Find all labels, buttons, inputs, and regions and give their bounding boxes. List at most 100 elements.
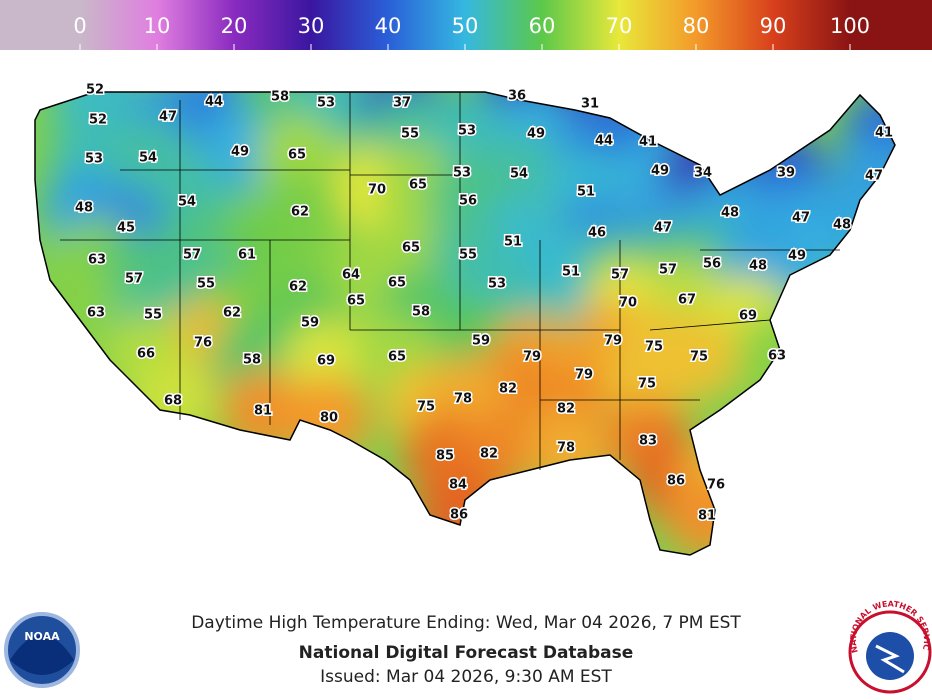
caption-source: National Digital Forecast Database <box>299 643 634 663</box>
legend-tick-label: 0 <box>73 14 86 38</box>
legend-tick-label: 70 <box>606 14 633 38</box>
temperature-reading: 86 <box>667 474 685 489</box>
temperature-reading: 86 <box>450 508 468 523</box>
temperature-reading: 80 <box>320 411 338 426</box>
temperature-reading: 67 <box>678 293 696 308</box>
temperature-reading: 82 <box>480 447 498 462</box>
temperature-reading: 70 <box>619 296 637 311</box>
temperature-reading: 49 <box>651 164 669 179</box>
temperature-reading: 54 <box>510 167 528 182</box>
temperature-reading: 46 <box>588 226 606 241</box>
state-lines <box>60 92 840 470</box>
temperature-reading: 62 <box>291 205 309 220</box>
noaa-logo: NOAA <box>4 612 80 688</box>
temperature-reading: 48 <box>721 206 739 221</box>
temperature-reading: 44 <box>595 134 613 149</box>
temperature-reading: 57 <box>125 272 143 287</box>
temperature-reading: 57 <box>659 263 677 278</box>
temperature-reading: 76 <box>707 478 725 493</box>
temperature-reading: 53 <box>317 96 335 111</box>
temperature-reading: 53 <box>453 166 471 181</box>
temperature-reading: 63 <box>87 306 105 321</box>
temperature-reading: 52 <box>86 83 104 98</box>
temperature-reading: 56 <box>703 257 721 272</box>
temperature-reading: 45 <box>117 221 135 236</box>
temperature-reading: 79 <box>604 334 622 349</box>
temperature-reading: 58 <box>243 353 261 368</box>
legend-tick-label: 80 <box>683 14 710 38</box>
temperature-reading: 75 <box>638 377 656 392</box>
temperature-reading: 68 <box>164 394 182 409</box>
legend-bar <box>0 0 932 50</box>
temperature-reading: 82 <box>499 382 517 397</box>
temperature-reading: 52 <box>89 113 107 128</box>
temperature-reading: 56 <box>459 194 477 209</box>
temperature-reading: 36 <box>508 89 526 104</box>
readings: 52 52 47 44 58 53 37 36 31 55 53 49 44 41 41 53 54 49 65 53… <box>73 81 894 525</box>
legend-tick-label: 90 <box>760 14 787 38</box>
temperature-reading: 75 <box>417 400 435 415</box>
temperature-reading: 63 <box>768 349 786 364</box>
temperature-reading: 53 <box>458 124 476 139</box>
temperature-reading: 55 <box>144 308 162 323</box>
temperature-reading: 79 <box>523 350 541 365</box>
noaa-text: NOAA <box>24 630 60 643</box>
temperature-reading: 59 <box>472 334 490 349</box>
temperature-reading: 81 <box>698 509 716 524</box>
temperature-reading: 37 <box>393 96 411 111</box>
temperature-reading: 65 <box>347 294 365 309</box>
temperature-reading: 63 <box>88 253 106 268</box>
temperature-reading: 55 <box>197 277 215 292</box>
legend-tick-label: 10 <box>144 14 171 38</box>
temperature-reading: 47 <box>792 211 810 226</box>
legend-tick-label: 40 <box>375 14 402 38</box>
temperature-reading: 48 <box>833 218 851 233</box>
temperature-reading: 75 <box>645 340 663 355</box>
temperature-reading: 41 <box>639 135 657 150</box>
temperature-reading: 76 <box>194 336 212 351</box>
temperature-reading: 53 <box>488 277 506 292</box>
temperature-reading: 53 <box>85 152 103 167</box>
temperature-reading: 49 <box>231 145 249 160</box>
temperature-reading: 47 <box>654 221 672 236</box>
blobs <box>42 92 895 555</box>
temperature-reading: 34 <box>694 166 712 181</box>
temperature-reading: 59 <box>301 316 319 331</box>
temperature-reading: 48 <box>75 201 93 216</box>
temperature-reading: 62 <box>289 280 307 295</box>
temperature-reading: 65 <box>409 178 427 193</box>
temperature-reading: 55 <box>401 127 419 142</box>
legend-tick-label: 100 <box>830 14 870 38</box>
temperature-reading: 55 <box>459 248 477 263</box>
temperature-reading: 54 <box>139 151 157 166</box>
temperature-field <box>35 92 895 555</box>
caption-issued: Issued: Mar 04 2026, 9:30 AM EST <box>320 667 612 687</box>
temperature-reading: 82 <box>557 402 575 417</box>
temperature-reading: 81 <box>254 404 272 419</box>
legend-tick-label: 20 <box>221 14 248 38</box>
temperature-reading: 31 <box>581 97 599 112</box>
legend-tick-label: 30 <box>298 14 325 38</box>
temperature-reading: 83 <box>639 434 657 449</box>
temperature-reading: 44 <box>205 95 223 110</box>
legend-tick-label: 50 <box>452 14 479 38</box>
caption-title: Daytime High Temperature Ending: Wed, Ma… <box>191 613 741 633</box>
temperature-reading: 70 <box>368 183 386 198</box>
temperature-reading: 65 <box>288 148 306 163</box>
temperature-reading: 69 <box>739 309 757 324</box>
temperature-reading: 49 <box>527 127 545 142</box>
temperature-reading: 75 <box>690 350 708 365</box>
temperature-reading: 58 <box>271 90 289 105</box>
temperature-reading: 65 <box>402 241 420 256</box>
temperature-reading: 54 <box>178 195 196 210</box>
temperature-reading: 69 <box>317 354 335 369</box>
temperature-reading: 64 <box>342 268 360 283</box>
temperature-reading: 78 <box>557 441 575 456</box>
temperature-reading: 84 <box>449 478 467 493</box>
temperature-reading: 85 <box>436 449 454 464</box>
temperature-reading: 66 <box>137 347 155 362</box>
temperature-reading: 61 <box>238 248 256 263</box>
temperature-reading: 79 <box>575 368 593 383</box>
temperature-reading: 48 <box>749 259 767 274</box>
